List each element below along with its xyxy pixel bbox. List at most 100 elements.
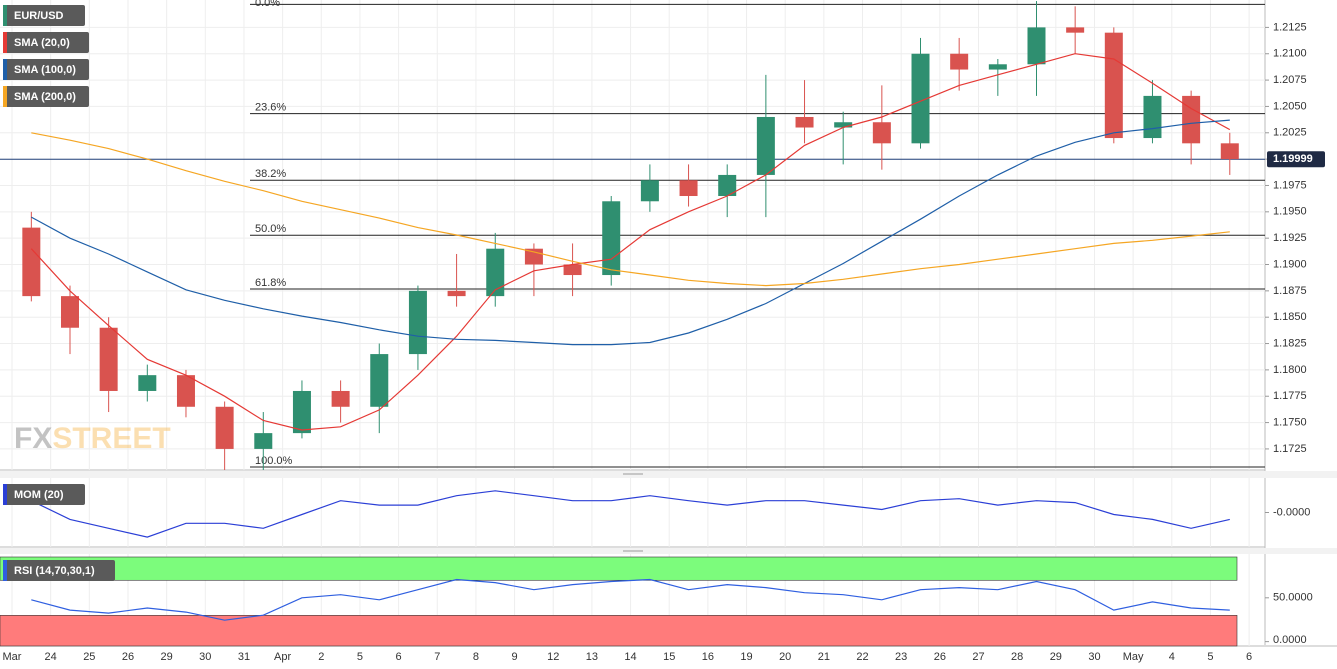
candle-body [563, 264, 582, 276]
candle-body [22, 227, 41, 297]
candle-body [1220, 143, 1239, 160]
x-tick-label: 21 [818, 651, 830, 663]
x-tick-label: 30 [199, 651, 211, 663]
legend-label: SMA (200,0) [14, 91, 76, 103]
legend-stripe [3, 59, 7, 80]
x-tick-label: 26 [122, 651, 134, 663]
x-tick-label: 5 [357, 651, 363, 663]
legend-box [3, 32, 89, 53]
x-tick-label: 12 [547, 651, 559, 663]
panel-divider [0, 548, 1337, 554]
y-tick-label: 1.2125 [1273, 21, 1307, 33]
watermark: FXSTREET [14, 422, 171, 455]
x-tick-label: Apr [274, 651, 291, 663]
last-price-box [1267, 151, 1325, 168]
y-tick-label: 1.1925 [1273, 232, 1307, 244]
candle-body [795, 116, 814, 128]
watermark-part: FX [14, 422, 52, 455]
y-tick-label: -0.0000 [1273, 506, 1310, 518]
candle-body [408, 290, 427, 355]
x-tick-label: 19 [740, 651, 752, 663]
x-tick-label: 27 [972, 651, 984, 663]
fib-label: 61.8% [255, 277, 286, 289]
legend-stripe [3, 484, 7, 505]
legend-stripe [3, 32, 7, 53]
legend-box [3, 484, 85, 505]
y-tick-label: 1.1750 [1273, 416, 1307, 428]
fib-label: 23.6% [255, 102, 286, 114]
x-tick-label: 31 [238, 651, 250, 663]
candle-body [911, 53, 930, 144]
sma-line [30, 53, 1231, 431]
x-tick-label: 23 [895, 651, 907, 663]
candle-body [602, 201, 621, 276]
x-tick-label: 7 [434, 651, 440, 663]
candle-body [370, 354, 389, 407]
y-tick-label: 1.1975 [1273, 179, 1307, 191]
legend-label: SMA (20,0) [14, 37, 70, 49]
legend-stripe [3, 560, 7, 581]
sma-line [31, 132, 1230, 287]
y-tick-label: 1.1775 [1273, 390, 1307, 402]
y-tick-label: 1.1900 [1273, 258, 1307, 270]
x-tick-label: 29 [1050, 651, 1062, 663]
x-tick-label: 2 [318, 651, 324, 663]
last-price-label: 1.19999 [1273, 153, 1313, 165]
x-tick-label: 28 [1011, 651, 1023, 663]
fib-label: 0.0% [255, 0, 280, 9]
panel-divider [0, 471, 1337, 478]
oversold-band [0, 615, 1238, 647]
candle-body [254, 433, 273, 449]
candle-body [1104, 32, 1123, 139]
candle-body [1027, 27, 1046, 65]
candle-body [872, 122, 891, 144]
x-tick-label: 22 [856, 651, 868, 663]
x-tick-label: 5 [1207, 651, 1213, 663]
candle-body [99, 327, 118, 391]
candle-body [1066, 27, 1085, 33]
x-tick-label: 14 [624, 651, 636, 663]
watermark-part: STREET [52, 422, 170, 455]
candle-body [834, 122, 853, 128]
y-tick-label: 1.1800 [1273, 364, 1307, 376]
y-tick-label: 1.2025 [1273, 127, 1307, 139]
x-tick-label: May [1123, 651, 1144, 663]
x-tick-label: 26 [934, 651, 946, 663]
y-tick-label: 50.0000 [1273, 592, 1313, 604]
y-tick-label: 1.2075 [1273, 74, 1307, 86]
legend-stripe [3, 5, 7, 26]
legend-box [3, 86, 89, 107]
x-tick-label: 30 [1088, 651, 1100, 663]
candle-body [640, 180, 659, 202]
candle-body [679, 180, 698, 197]
fib-label: 38.2% [255, 168, 286, 180]
indicator-line [31, 578, 1230, 621]
fib-label: 50.0% [255, 223, 286, 235]
y-tick-label: 1.1725 [1273, 443, 1307, 455]
candle-body [988, 64, 1007, 70]
x-tick-label: 9 [512, 651, 518, 663]
y-tick-label: 1.2050 [1273, 100, 1307, 112]
x-tick-label: 8 [473, 651, 479, 663]
y-tick-label: 1.2100 [1273, 48, 1307, 60]
legend-box [3, 560, 115, 581]
candle-body [60, 296, 79, 328]
legend-label: SMA (100,0) [14, 64, 76, 76]
candle-body [1182, 95, 1201, 144]
indicator-line [31, 490, 1230, 538]
x-tick-label: 24 [45, 651, 57, 663]
candle-body [215, 406, 234, 449]
candle-body [486, 248, 505, 297]
candle-body [292, 390, 311, 434]
x-tick-label: 6 [1246, 651, 1252, 663]
x-tick-label: 13 [586, 651, 598, 663]
x-tick-label: 25 [83, 651, 95, 663]
x-tick-label: 16 [702, 651, 714, 663]
overbought-band [0, 556, 1238, 581]
x-tick-label: 29 [161, 651, 173, 663]
candle-body [138, 375, 157, 391]
y-tick-label: 1.1950 [1273, 206, 1307, 218]
legend-stripe [3, 86, 7, 107]
